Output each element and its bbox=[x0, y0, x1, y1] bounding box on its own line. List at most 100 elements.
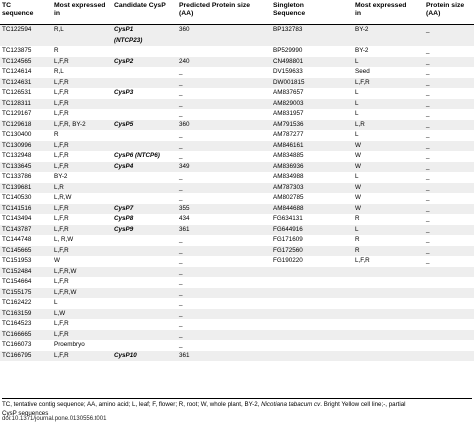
predicted-size-cell: _ bbox=[179, 68, 183, 75]
expressed-cell: L,F,R bbox=[54, 320, 69, 327]
protein-size-cell: _ bbox=[426, 47, 430, 54]
header-tc: TC sequence bbox=[0, 0, 52, 25]
singleton-cell bbox=[271, 329, 353, 340]
candidate-cell bbox=[112, 235, 177, 246]
candidate-cell bbox=[112, 256, 177, 267]
expressed-cell: L,F,R bbox=[52, 245, 112, 256]
tc-cell: TC162422 bbox=[2, 299, 32, 306]
predicted-size-cell: _ bbox=[177, 140, 271, 151]
expressed-cell: L, R,W bbox=[54, 236, 74, 243]
singleton-expressed-cell: W bbox=[353, 203, 424, 214]
predicted-size-cell: _ bbox=[177, 329, 271, 340]
tc-cell: TC155175 bbox=[0, 287, 52, 298]
singleton-expressed-cell: W bbox=[355, 194, 361, 201]
tc-cell: TC129618 bbox=[0, 119, 52, 130]
table-row: TC124614 R,L _ DV159633 Seed _ bbox=[0, 67, 474, 78]
expressed-cell: L,F,R bbox=[52, 98, 112, 109]
singleton-expressed-cell bbox=[353, 287, 424, 298]
table-row: TC141516 L,F,R CysP7 355 AM844688 W _ bbox=[0, 203, 474, 214]
protein-size-cell: _ bbox=[426, 68, 430, 75]
table-row: TC145665 L,F,R _ FG172560 R _ bbox=[0, 245, 474, 256]
table-row: TC139681 L,R _ AM787303 W _ bbox=[0, 182, 474, 193]
predicted-size-cell: 360 bbox=[177, 119, 271, 130]
tc-cell: TC143494 bbox=[2, 215, 32, 222]
protein-size-cell bbox=[424, 277, 474, 288]
tc-cell: TC133786 bbox=[2, 173, 32, 180]
protein-size-cell: _ bbox=[426, 89, 430, 96]
candidate-cell bbox=[112, 130, 177, 141]
singleton-expressed-cell: L,F,R bbox=[353, 77, 424, 88]
table-row: TC126531 L,F,R CysP3 _ AM837657 L _ bbox=[0, 88, 474, 99]
table-row: TC132948 L,F,R CysP6 (NTCP6) _ AM834885 W _ bbox=[0, 151, 474, 162]
table-row: TC130400 R _ AM787277 L _ bbox=[0, 130, 474, 141]
expressed-cell: L,F,R bbox=[52, 140, 112, 151]
predicted-size-cell: _ bbox=[179, 299, 183, 306]
expressed-cell: L,F,R bbox=[52, 224, 112, 235]
tc-cell: TC133645 bbox=[0, 161, 52, 172]
singleton-expressed-cell: L bbox=[355, 173, 359, 180]
singleton-expressed-cell bbox=[353, 298, 424, 309]
predicted-size-cell: 355 bbox=[177, 203, 271, 214]
singleton-expressed-cell: L bbox=[355, 131, 359, 138]
table-row: TC162422 L _ bbox=[0, 298, 474, 309]
predicted-size-cell: 361 bbox=[177, 224, 271, 235]
expressed-cell: L,F,R bbox=[54, 278, 69, 285]
tc-cell: TC124565 bbox=[0, 56, 52, 67]
singleton-expressed-cell bbox=[353, 319, 424, 330]
singleton-expressed-cell: R bbox=[355, 236, 360, 243]
singleton-expressed-cell: R bbox=[353, 245, 424, 256]
protein-size-cell: _ bbox=[424, 203, 474, 214]
singleton-cell: FG644916 bbox=[271, 224, 353, 235]
predicted-size-cell: _ bbox=[177, 182, 271, 193]
candidate-cell bbox=[112, 98, 177, 109]
candidate-cell bbox=[112, 329, 177, 340]
footnote-text: TC, tentative contig sequence; AA, amino… bbox=[2, 401, 262, 408]
candidate-cell bbox=[112, 193, 177, 204]
singleton-cell: AM802785 bbox=[273, 194, 304, 201]
expressed-cell: L,F,R bbox=[52, 350, 112, 361]
singleton-cell: AM831957 bbox=[273, 110, 304, 117]
table-row: TC155175 L,F,R,W _ bbox=[0, 287, 474, 298]
protein-size-cell: _ bbox=[424, 98, 474, 109]
protein-size-cell: _ bbox=[426, 110, 430, 117]
expressed-cell: L,F,R bbox=[54, 215, 69, 222]
expressed-cell: R bbox=[54, 131, 59, 138]
table-body: TC122594 R,L CysP1 (NTCP23) 360 BP132783 BY-2 _… bbox=[0, 24, 474, 361]
table-container: TC sequence Most expressed in Candidate Cy… bbox=[0, 0, 474, 361]
protein-size-cell: _ bbox=[424, 24, 474, 46]
table-row: TC152484 L,F,R,W _ bbox=[0, 266, 474, 277]
tc-cell: TC130996 bbox=[0, 140, 52, 151]
singleton-cell: AM787277 bbox=[273, 131, 304, 138]
predicted-size-cell: 349 bbox=[177, 161, 271, 172]
singleton-cell bbox=[271, 319, 353, 330]
table-row: TC163159 L,W _ bbox=[0, 308, 474, 319]
candidate-cell bbox=[112, 266, 177, 277]
protein-size-cell: _ bbox=[424, 245, 474, 256]
candidate-cell: CysP4 bbox=[112, 161, 177, 172]
candidate-cell bbox=[112, 245, 177, 256]
singleton-cell: FG172560 bbox=[271, 245, 353, 256]
protein-size-cell: _ bbox=[424, 119, 474, 130]
tc-cell: TC124614 bbox=[2, 68, 32, 75]
protein-size-cell: _ bbox=[424, 77, 474, 88]
singleton-expressed-cell bbox=[353, 329, 424, 340]
predicted-size-cell: _ bbox=[177, 266, 271, 277]
protein-size-cell: _ bbox=[426, 152, 430, 159]
tc-cell: TC123875 bbox=[2, 47, 32, 54]
predicted-size-cell: _ bbox=[179, 110, 183, 117]
footnote-text-2: . Bright Yellow cell line;-, partial bbox=[320, 401, 406, 408]
protein-size-cell bbox=[424, 319, 474, 330]
tc-cell: TC144748 bbox=[2, 236, 32, 243]
singleton-expressed-cell: L bbox=[355, 89, 359, 96]
candidate-cell: CysP3 bbox=[114, 89, 134, 96]
expressed-cell: L,F,R, BY-2 bbox=[52, 119, 112, 130]
singleton-cell: AM787303 bbox=[271, 182, 353, 193]
protein-size-cell bbox=[424, 308, 474, 319]
singleton-expressed-cell: L bbox=[353, 98, 424, 109]
footnote-line-2: CysP sequences bbox=[2, 410, 49, 417]
expressed-cell: L,F,R bbox=[54, 110, 69, 117]
singleton-cell bbox=[271, 298, 353, 309]
singleton-cell: CN498801 bbox=[271, 56, 353, 67]
tc-cell: TC126531 bbox=[2, 89, 32, 96]
tc-cell: TC164523 bbox=[2, 320, 32, 327]
